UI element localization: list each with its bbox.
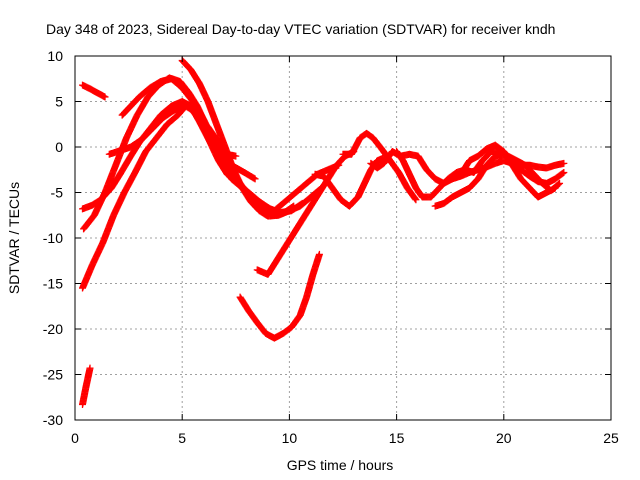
y-tick-label: -5 xyxy=(51,185,64,201)
data-point xyxy=(560,159,568,167)
series-arc-15 xyxy=(431,150,568,210)
chart-title: Day 348 of 2023, Sidereal Day-to-day VTE… xyxy=(46,21,555,37)
data-point xyxy=(315,250,323,258)
data-point xyxy=(555,180,563,188)
series-arc-2 xyxy=(79,364,94,409)
y-tick-label: -30 xyxy=(43,412,63,428)
series-arc-16 xyxy=(448,141,559,201)
data-point xyxy=(412,196,420,204)
x-tick-label: 0 xyxy=(71,430,79,446)
y-tick-label: -25 xyxy=(43,367,63,383)
data-point xyxy=(551,184,559,192)
y-tick-label: 0 xyxy=(55,139,63,155)
data-point xyxy=(411,195,419,203)
data-point xyxy=(86,364,94,372)
series-arc-10 xyxy=(236,250,323,342)
y-tick-label: 5 xyxy=(55,94,63,110)
y-tick-label: 10 xyxy=(47,48,63,64)
data-point xyxy=(251,175,259,183)
x-tick-label: 25 xyxy=(603,430,619,446)
data-point xyxy=(560,168,568,176)
axis-ticks: 0 5 10 15 20 25 -30 -25 -20 -15 -10 -5 0 5 10 xyxy=(43,48,619,446)
data-point xyxy=(556,179,564,187)
x-tick-label: 10 xyxy=(282,430,298,446)
y-axis-label: SDTVAR / TECUs xyxy=(6,182,22,294)
y-tick-label: -10 xyxy=(43,230,63,246)
x-tick-label: 15 xyxy=(389,430,405,446)
data-point xyxy=(101,93,109,101)
y-tick-label: -15 xyxy=(43,276,63,292)
grid-lines xyxy=(75,56,611,420)
x-tick-label: 20 xyxy=(496,430,512,446)
series-arc-1 xyxy=(79,81,109,101)
data-point xyxy=(559,169,567,177)
data-point xyxy=(232,152,240,160)
data-series-layer xyxy=(79,57,568,409)
x-tick-label: 5 xyxy=(178,430,186,446)
y-tick-label: -20 xyxy=(43,321,63,337)
x-axis-label: GPS time / hours xyxy=(287,457,394,473)
series-arc-8 xyxy=(178,57,326,220)
series-arc-3 xyxy=(79,101,240,292)
